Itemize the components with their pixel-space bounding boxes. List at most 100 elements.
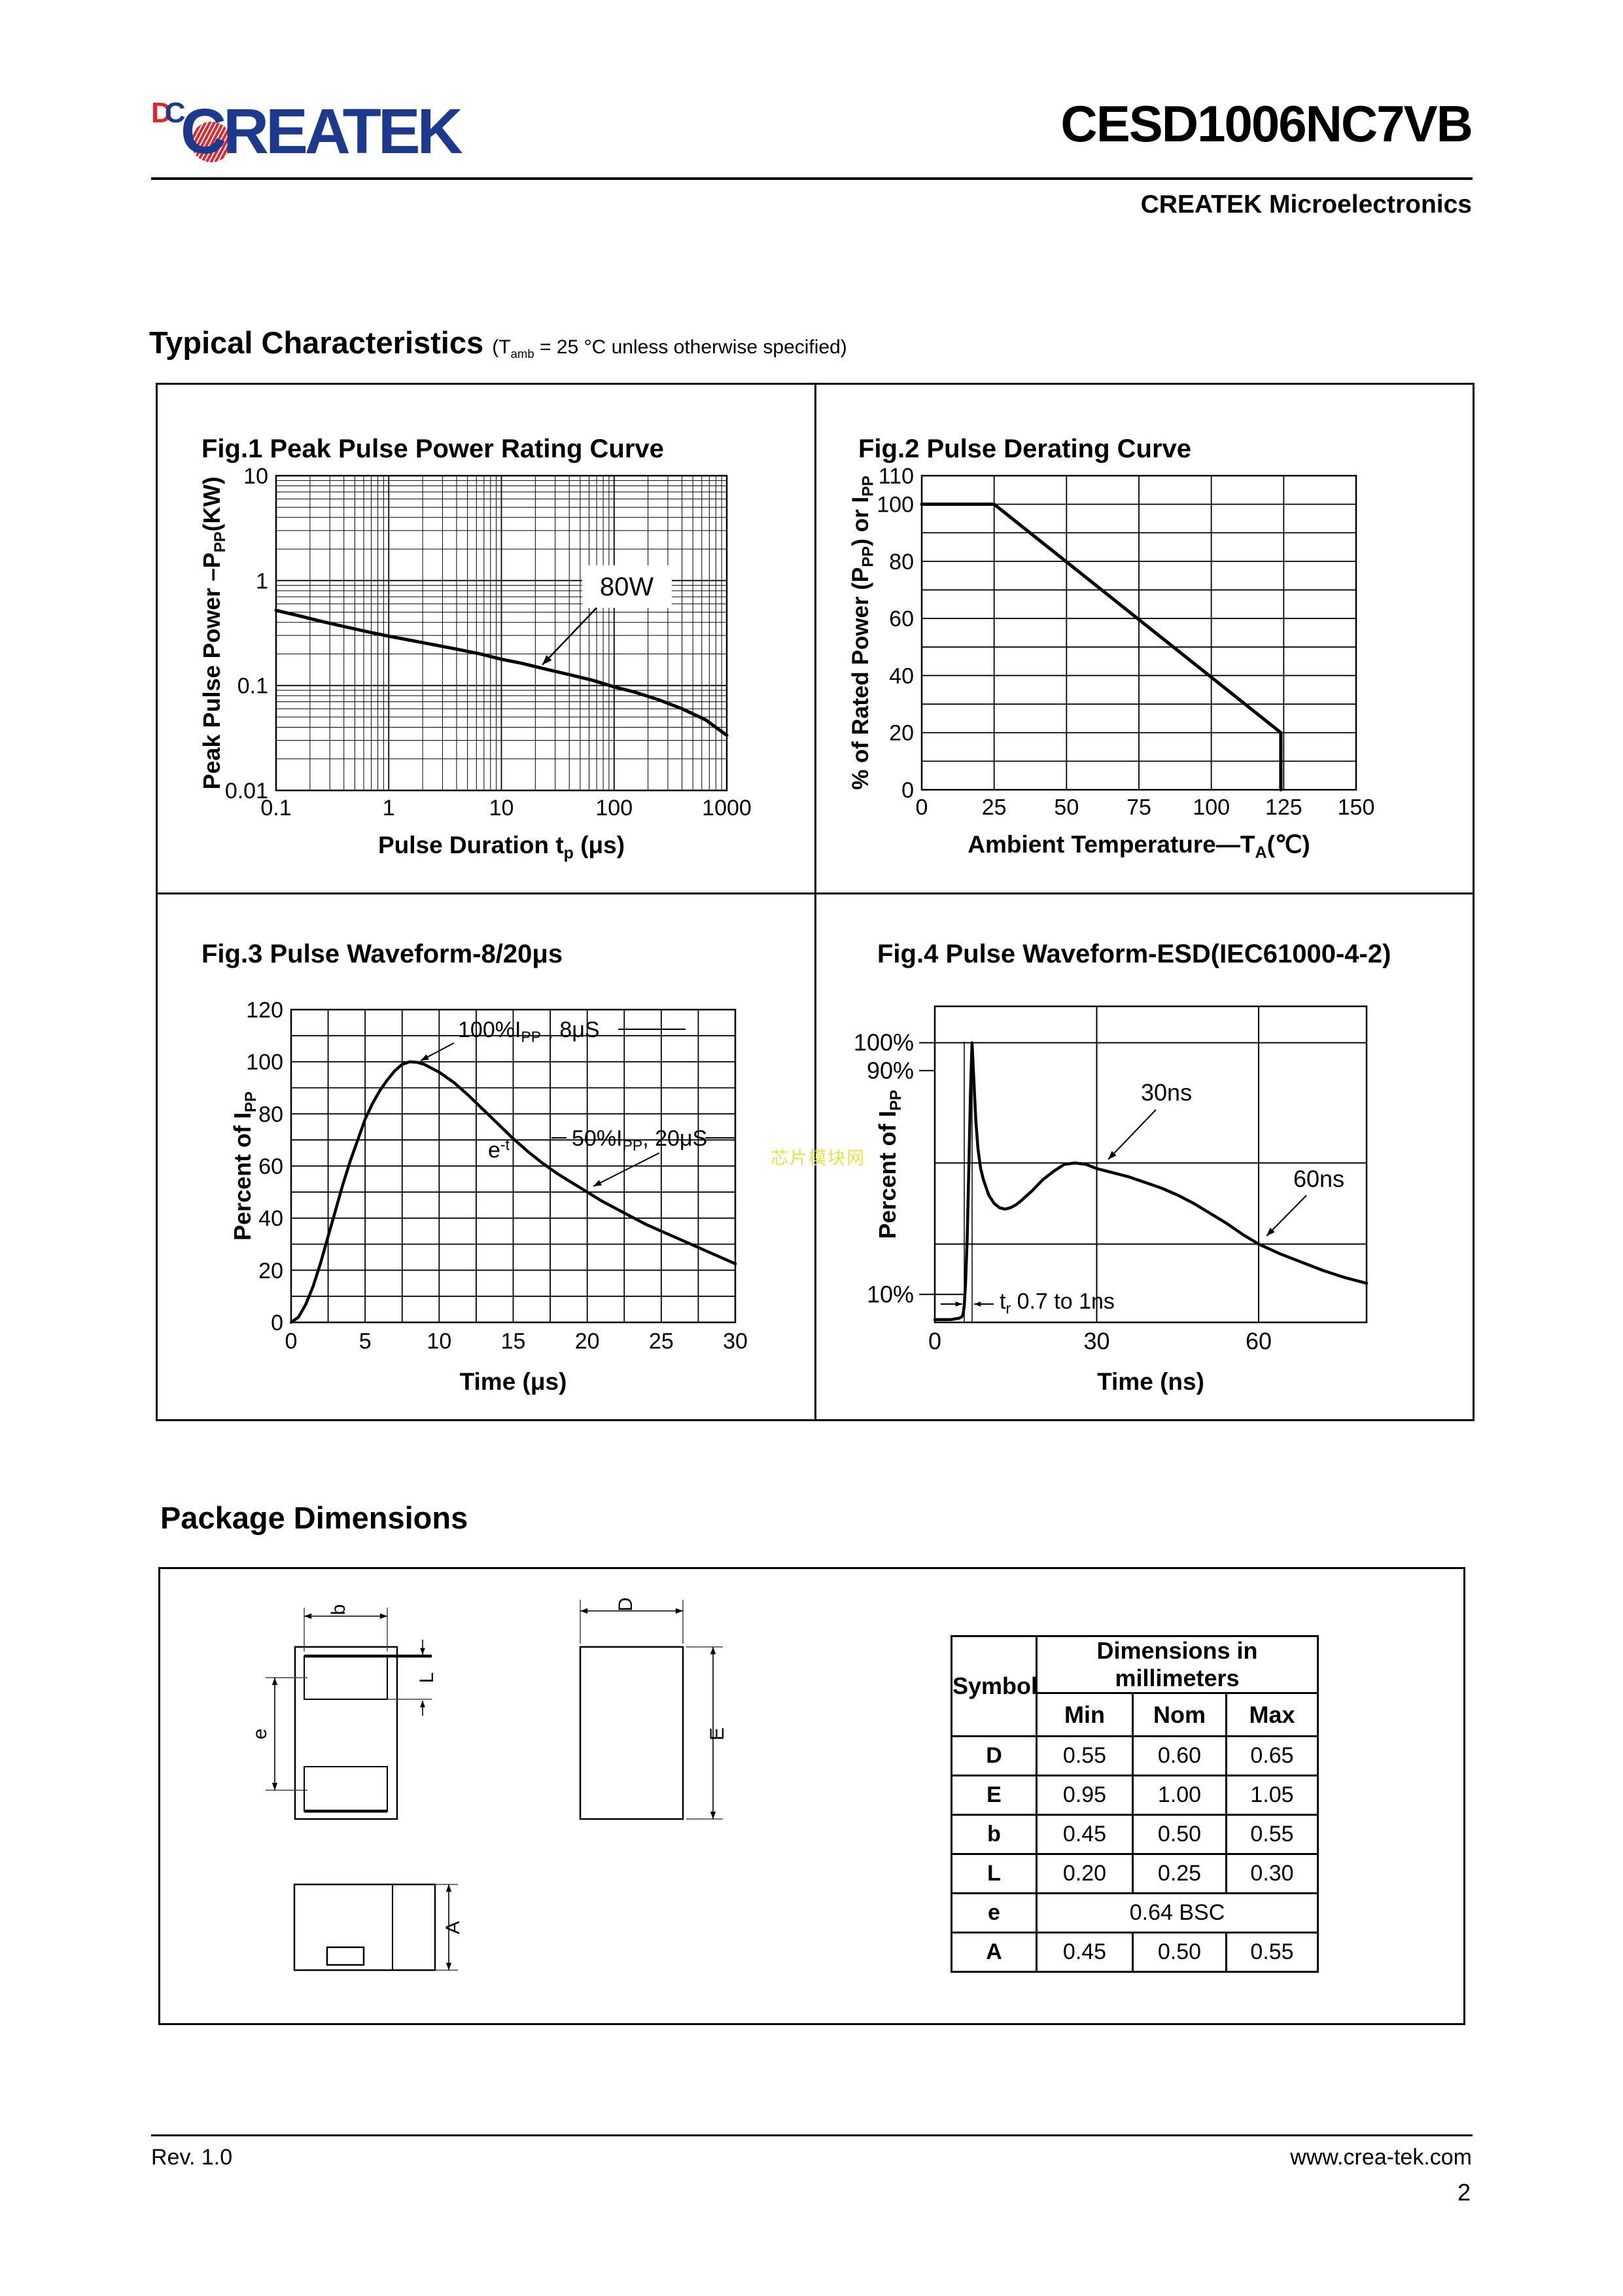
fig4-x-tick: 30 [1083, 1328, 1109, 1354]
fig2-y-axis-label: % of Rated Power (PPP) or IPP [848, 476, 877, 790]
table-cell-value: 0.60 [1132, 1735, 1227, 1776]
fig4-x-tick: 60 [1246, 1328, 1272, 1354]
fig4-annotation-risetime: tr 0.7 to 1ns [1000, 1289, 1115, 1317]
fig2-y-tick: 40 [889, 663, 914, 688]
package-dimensions-box [158, 1567, 1465, 2025]
fig2-x-tick: 50 [1054, 795, 1079, 820]
footer-page-number: 2 [1457, 2179, 1471, 2206]
fig3-x-tick: 5 [359, 1329, 372, 1354]
fig1-y-axis-label: Peak Pulse Power –PPP(KW) [198, 476, 229, 789]
package-drawings: Lb e D E A [249, 1597, 728, 1971]
fig4-annotation-60ns: 60ns [1293, 1165, 1344, 1192]
fig2-x-axis-label: Ambient Temperature—TA(℃) [968, 831, 1310, 862]
fig3-y-axis-label: Percent of IPP [229, 1091, 260, 1241]
fig1-x-tick: 1000 [702, 796, 752, 821]
footer-revision: Rev. 1.0 [151, 2145, 233, 2170]
fig1-annotation-80w: 80W [600, 573, 654, 601]
typical-characteristics-heading: Typical Characteristics (Tamb = 25 °C un… [149, 327, 847, 361]
logo-dc-mark: DC [151, 97, 186, 130]
table-cell-symbol: A [951, 1932, 1038, 1973]
typical-characteristics-condition: (Tamb = 25 °C unless otherwise specified… [492, 336, 847, 361]
fig3-y-tick: 60 [258, 1154, 283, 1179]
fig2-x-tick: 125 [1265, 795, 1302, 820]
watermark-text: 芯片模块网 [771, 1148, 865, 1168]
table-cell-symbol: e [951, 1892, 1038, 1934]
table-cell-value: 0.50 [1132, 1814, 1227, 1855]
fig4-curve [933, 1041, 1369, 1321]
table-cell-value: 1.00 [1132, 1775, 1227, 1816]
fig2-y-tick: 20 [889, 721, 914, 746]
table-cell-value: 0.30 [1225, 1853, 1319, 1894]
fig1-y-tick: 0.1 [237, 674, 268, 699]
dimensions-table-container: Symbol Dimensions in millimeters Min Nom Max… [951, 1635, 1319, 1973]
fig2-title: Fig.2 Pulse Derating Curve [858, 434, 1192, 463]
table-cell-symbol: L [951, 1853, 1038, 1894]
fig1-y-tick: 1 [256, 569, 268, 593]
table-cell-symbol: b [951, 1814, 1038, 1855]
table-cell-value: 0.25 [1132, 1853, 1227, 1894]
dim-label-e: e [249, 1729, 271, 1740]
fig3-y-tick: 40 [258, 1207, 283, 1231]
fig1-y-tick: 0.01 [225, 779, 268, 804]
table-cell-value: 0.55 [1225, 1932, 1319, 1973]
table-row: e 0.64 BSC [951, 1892, 1319, 1934]
fig2-curve [920, 503, 1283, 792]
fig2-y-tick: 100 [877, 493, 914, 518]
company-logo: CREATEK [181, 96, 463, 167]
table-header-nom: Nom [1132, 1692, 1227, 1737]
fig2-x-tick: 25 [982, 795, 1007, 820]
company-name: CREATEK Microelectronics [1140, 190, 1472, 219]
table-row: E 0.95 1.00 1.05 [951, 1775, 1319, 1816]
fig3-y-tick: 0 [271, 1311, 283, 1335]
fig1-x-tick: 1 [383, 796, 395, 821]
fig2-x-tick: 75 [1126, 795, 1151, 820]
dim-label-E: E [707, 1727, 728, 1740]
footer-website: www.crea-tek.com [1290, 2145, 1472, 2170]
dim-label-A: A [442, 1921, 464, 1934]
table-cell-value: 0.50 [1132, 1932, 1227, 1973]
table-cell-value: 0.55 [1036, 1735, 1134, 1776]
fig4-y-tick: 90% [867, 1057, 914, 1084]
dim-label-L: L [416, 1672, 438, 1684]
fig4-x-tick: 0 [928, 1328, 941, 1354]
fig4-y-axis-label: Percent of IPP [874, 1089, 905, 1239]
table-cell-symbol: E [951, 1775, 1038, 1816]
fig3-annotation-exp: e-t [488, 1136, 510, 1163]
logo-mark-c: C [164, 97, 186, 129]
fig3-title: Fig.3 Pulse Waveform-8/20μs [201, 940, 563, 968]
table-cell-value: 0.55 [1225, 1814, 1319, 1855]
fig4-annotation-30ns: 30ns [1141, 1079, 1192, 1106]
footer-divider [151, 2134, 1473, 2136]
fig4-y-tick: 100% [854, 1029, 914, 1056]
fig3-curve [289, 1060, 737, 1324]
fig2-y-tick: 0 [901, 778, 914, 803]
fig1-title: Fig.1 Peak Pulse Power Rating Curve [201, 434, 664, 463]
table-cell-value: 0.64 BSC [1035, 1892, 1319, 1934]
fig3-x-tick: 25 [649, 1329, 674, 1354]
fig2-y-tick: 110 [879, 464, 914, 489]
fig4-title: Fig.4 Pulse Waveform-ESD(IEC61000-4-2) [877, 940, 1391, 968]
fig1-x-tick: 10 [489, 796, 514, 821]
table-row: A 0.45 0.50 0.55 [951, 1932, 1319, 1973]
table-header-row: Symbol Dimensions in millimeters [951, 1635, 1319, 1737]
table-row: L 0.20 0.25 0.30 [951, 1853, 1319, 1894]
logo-globe-icon [191, 122, 232, 162]
table-header-max: Max [1225, 1692, 1319, 1737]
package-outline-views: Lb e D E A [249, 1597, 728, 1971]
fig2-y-tick: 80 [889, 550, 914, 574]
table-cell-value: 0.95 [1036, 1775, 1134, 1816]
fig3-y-tick: 80 [258, 1102, 283, 1127]
fig3-plot: 0 5 10 15 20 25 30 0 20 40 60 80 100 120 Time (μs) Perc… [229, 998, 748, 1395]
fig2-plot: 0 25 50 75 100 125 150 0 20 40 60 80 100 110 Ambient T… [848, 464, 1374, 862]
fig3-y-tick: 100 [246, 1050, 283, 1075]
dimensions-table: Symbol Dimensions in millimeters Min Nom Max… [951, 1635, 1319, 1973]
figure-box-vertical-divider [814, 383, 816, 1421]
fig1-curve [274, 609, 729, 737]
fig2-x-tick: 150 [1338, 795, 1375, 820]
fig3-annotation-peak: 100%IPP , 8μS [458, 1017, 600, 1046]
dim-label-b: b [328, 1604, 349, 1616]
table-cell-symbol: D [951, 1735, 1038, 1776]
fig4-plot: 0 30 60 100%90% 10% Time (ns) Percent of IPP 30… [854, 1005, 1369, 1395]
part-number-title: CESD1006NC7VB [1060, 95, 1473, 152]
